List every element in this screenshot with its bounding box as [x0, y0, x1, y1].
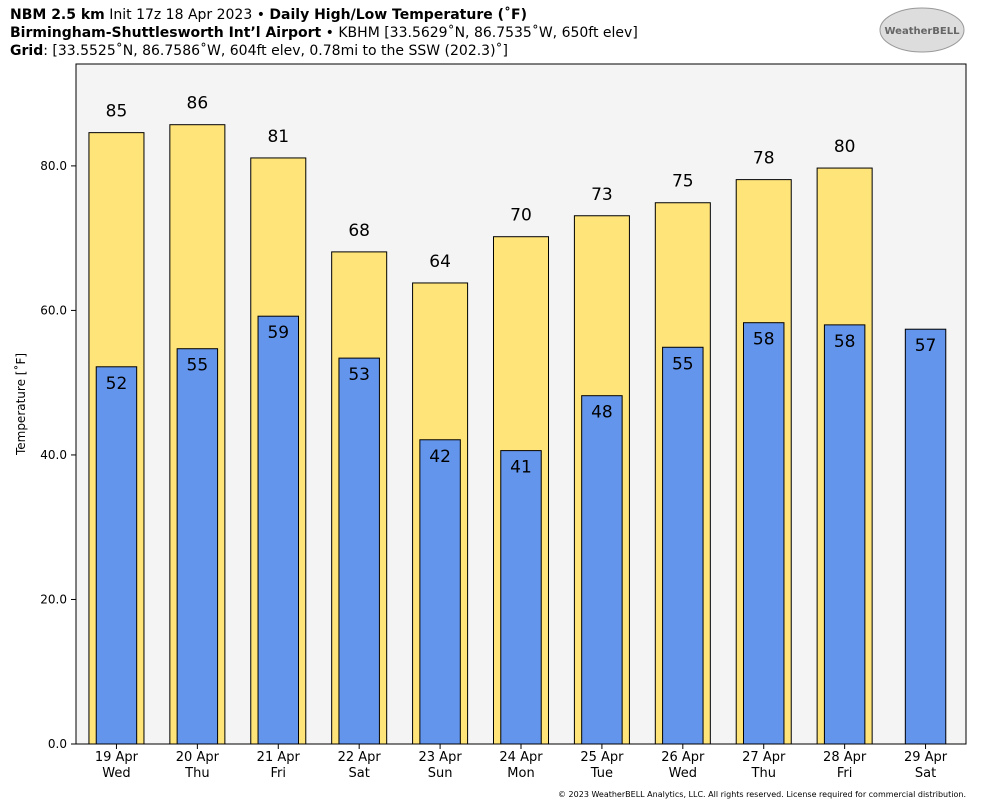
bar: [176, 348, 219, 745]
header-line: NBM 2.5 km Init 17z 18 Apr 2023 • Daily …: [10, 6, 527, 23]
bar: [823, 324, 866, 745]
bar: [743, 322, 785, 745]
value-label: 73: [591, 185, 613, 205]
x-tick-label: Sat: [915, 766, 936, 781]
value-label: 52: [106, 374, 128, 394]
x-tick-label: Sun: [428, 766, 453, 781]
header-text: Birmingham-Shuttlesworth Int’l Airport: [10, 25, 322, 41]
x-tick-label: Fri: [271, 766, 287, 781]
y-tick-label: 0.0: [48, 737, 67, 751]
logo-text: WeatherBELL: [884, 26, 960, 37]
x-tick-label: 26 Apr: [661, 750, 705, 765]
value-label: 81: [267, 127, 289, 147]
value-label: 70: [510, 206, 532, 226]
x-tick-label: Sat: [349, 766, 370, 781]
x-tick-label: 19 Apr: [95, 750, 139, 765]
value-label: 58: [753, 330, 775, 350]
x-tick-label: 20 Apr: [176, 750, 220, 765]
header-text: : [33.5525˚N, 86.7586˚W, 604ft elev, 0.7…: [43, 42, 508, 59]
x-tick-label: Thu: [184, 766, 209, 781]
logo-shape: [879, 7, 965, 53]
bar: [904, 328, 947, 745]
value-label: 86: [187, 94, 209, 114]
x-tick-label: 29 Apr: [904, 750, 948, 765]
x-tick-label: Thu: [751, 766, 776, 781]
value-label: 80: [834, 137, 856, 157]
bar: [500, 450, 542, 745]
x-tick-label: 23 Apr: [419, 750, 463, 765]
value-label: 48: [591, 403, 613, 423]
logo: WeatherBELL: [879, 7, 965, 53]
x-tick-label: 24 Apr: [499, 750, 543, 765]
value-label: 75: [672, 172, 694, 192]
x-tick-label: 21 Apr: [257, 750, 301, 765]
x-tick-label: Wed: [102, 766, 130, 781]
bar: [338, 357, 380, 745]
y-axis-label: Temperature [˚F]: [13, 353, 28, 456]
value-label: 68: [348, 221, 370, 241]
value-label: 41: [510, 458, 532, 478]
value-label: 64: [429, 252, 451, 272]
x-tick-label: 22 Apr: [338, 750, 382, 765]
value-label: 55: [187, 356, 209, 376]
bar: [257, 315, 299, 745]
value-label: 85: [106, 102, 128, 122]
value-label: 55: [672, 354, 694, 374]
y-tick-label: 40.0: [40, 448, 67, 462]
value-label: 53: [348, 365, 370, 385]
x-tick-label: Tue: [590, 766, 613, 781]
value-label: 58: [834, 332, 856, 352]
x-tick-label: Mon: [507, 766, 534, 781]
header-text: NBM 2.5 km: [10, 7, 105, 23]
value-label: 59: [267, 323, 289, 343]
value-label: 57: [915, 336, 937, 356]
x-tick-label: Fri: [837, 766, 853, 781]
bar: [662, 346, 704, 745]
x-tick-label: 28 Apr: [823, 750, 867, 765]
header-line: Birmingham-Shuttlesworth Int’l Airport •…: [10, 24, 638, 41]
x-tick-label: Wed: [669, 766, 697, 781]
x-tick-label: 25 Apr: [580, 750, 624, 765]
value-label: 42: [429, 447, 451, 467]
header-line: Grid: [33.5525˚N, 86.7586˚W, 604ft elev,…: [10, 42, 508, 59]
x-tick-label: 27 Apr: [742, 750, 786, 765]
header-text: Daily High/Low Temperature (˚F): [269, 6, 527, 23]
header-text: Grid: [10, 43, 43, 59]
header-text: Init 17z 18 Apr 2023 •: [105, 7, 270, 23]
value-label: 78: [753, 149, 775, 169]
bar: [95, 366, 138, 745]
y-tick-label: 20.0: [40, 592, 67, 606]
y-tick-label: 60.0: [40, 303, 67, 317]
bar: [419, 439, 461, 745]
footer: © 2023 WeatherBELL Analytics, LLC. All r…: [558, 790, 966, 799]
bar: [581, 395, 623, 745]
header-text: • KBHM [33.5629˚N, 86.7535˚W, 650ft elev…: [321, 24, 638, 41]
y-tick-label: 80.0: [40, 159, 67, 173]
